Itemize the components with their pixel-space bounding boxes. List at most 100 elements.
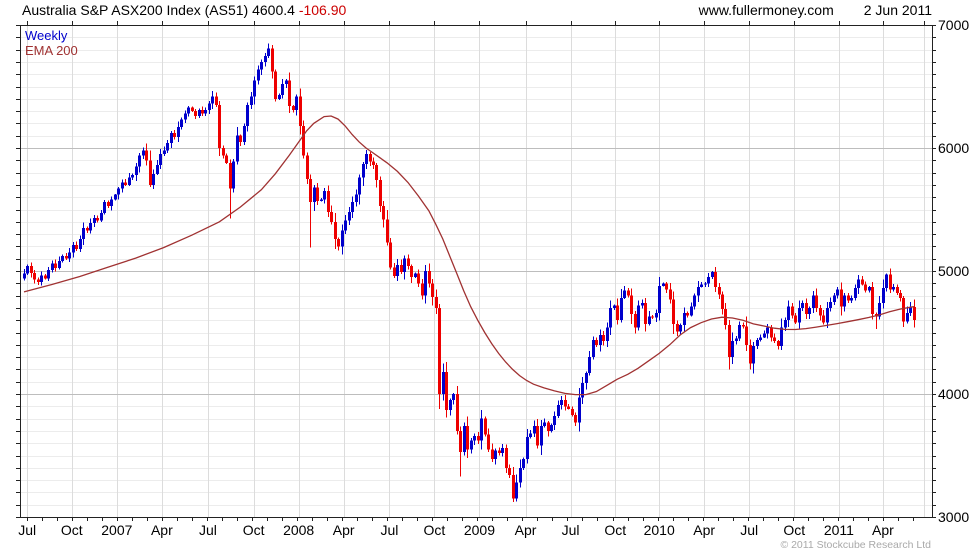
y-tick-label: 7000: [938, 17, 969, 33]
candle-up: [550, 424, 553, 431]
candle-up: [850, 298, 853, 301]
candle-up: [623, 290, 626, 299]
candle-down: [770, 327, 773, 338]
candle-down: [288, 80, 291, 107]
candle-down: [742, 325, 745, 327]
candle-up: [68, 252, 71, 259]
candle-up: [515, 482, 518, 499]
candle-down: [794, 315, 797, 323]
y-tick-label: 3000: [938, 509, 969, 525]
header-right: www.fullermoney.com 2 Jun 2011: [699, 2, 932, 18]
y-tick-label: 4000: [938, 386, 969, 402]
candle-down: [745, 326, 748, 345]
candle-up: [522, 459, 525, 468]
candle-up: [344, 220, 347, 231]
candle-up: [854, 288, 857, 299]
candle-down: [669, 289, 672, 300]
candle-up: [759, 337, 762, 340]
candle-up: [295, 96, 298, 110]
candle-down: [149, 160, 152, 185]
x-tick-label: Jul: [199, 522, 217, 538]
candle-up: [662, 283, 665, 286]
candle-up: [501, 448, 504, 454]
candle-up: [58, 261, 61, 268]
candle-up: [250, 96, 253, 105]
candle-up: [658, 285, 661, 313]
x-tick-label: Apr: [693, 522, 715, 538]
candle-up: [204, 109, 207, 114]
candle-down: [714, 272, 717, 287]
candle-down: [337, 239, 340, 247]
candle-up: [756, 339, 759, 347]
candle-down: [124, 182, 127, 185]
candle-down: [889, 274, 892, 290]
candle-up: [341, 230, 344, 247]
candle-up: [648, 316, 651, 324]
x-axis-labels: Jul Oct 2007 Apr Jul Oct 2008 Apr Jul Oct 2009 Apr J…: [18, 522, 894, 538]
candle-down: [54, 263, 57, 268]
candle-down: [571, 408, 574, 415]
candle-down: [484, 418, 487, 435]
candle-up: [843, 295, 846, 307]
candle-up: [285, 80, 288, 85]
candle-down: [382, 205, 385, 220]
candle-down: [271, 48, 274, 72]
candle-down: [456, 394, 459, 431]
candle-down: [75, 245, 78, 249]
candle-down: [791, 306, 794, 316]
candle-down: [896, 286, 899, 294]
candle-up: [690, 306, 693, 316]
candle-up: [396, 264, 399, 276]
candle-up: [683, 312, 686, 326]
candle-up: [882, 288, 885, 303]
candle-down: [676, 323, 679, 332]
candle-down: [498, 450, 501, 454]
candle-up: [313, 187, 316, 203]
website-link[interactable]: www.fullermoney.com: [698, 2, 834, 18]
candle-down: [215, 96, 218, 105]
x-tick-label: Apr: [872, 522, 894, 538]
candle-down: [145, 150, 148, 161]
x-tick-label: 2010: [644, 522, 675, 538]
candle-up: [449, 400, 452, 410]
candle-up: [358, 177, 361, 195]
candle-up: [808, 307, 811, 315]
x-tick-label: Apr: [151, 522, 173, 538]
candle-up: [142, 150, 145, 156]
chart-legend: Weekly EMA 200: [25, 28, 78, 58]
candle-down: [222, 148, 225, 156]
candle-down: [428, 271, 431, 284]
candle-down: [417, 273, 420, 284]
x-tick-label: Oct: [604, 522, 626, 538]
candle-up: [128, 177, 131, 185]
y-tick-label: 6000: [938, 140, 969, 156]
candle-down: [777, 341, 780, 347]
candle-down: [37, 279, 40, 283]
candle-up: [40, 275, 43, 283]
candle-up: [23, 273, 26, 279]
grid-major: [20, 148, 932, 395]
candle-up: [533, 425, 536, 434]
candle-up: [700, 284, 703, 287]
candle-up: [166, 143, 169, 151]
candle-up: [257, 69, 260, 81]
candle-down: [477, 435, 480, 441]
candle-up: [351, 202, 354, 212]
x-tick-label: Oct: [243, 522, 265, 538]
candle-down: [822, 315, 825, 323]
candle-up: [323, 191, 326, 200]
x-tick-label: Oct: [783, 522, 805, 538]
candle-up: [79, 239, 82, 249]
candle-up: [452, 394, 455, 401]
candle-up: [892, 286, 895, 290]
candle-up: [711, 272, 714, 278]
candle-up: [878, 302, 881, 317]
candle-up: [152, 173, 155, 185]
candle-down: [686, 312, 689, 316]
candle-up: [187, 107, 190, 114]
candle-up: [738, 325, 741, 339]
candle-down: [435, 296, 438, 308]
candle-down: [30, 266, 33, 273]
